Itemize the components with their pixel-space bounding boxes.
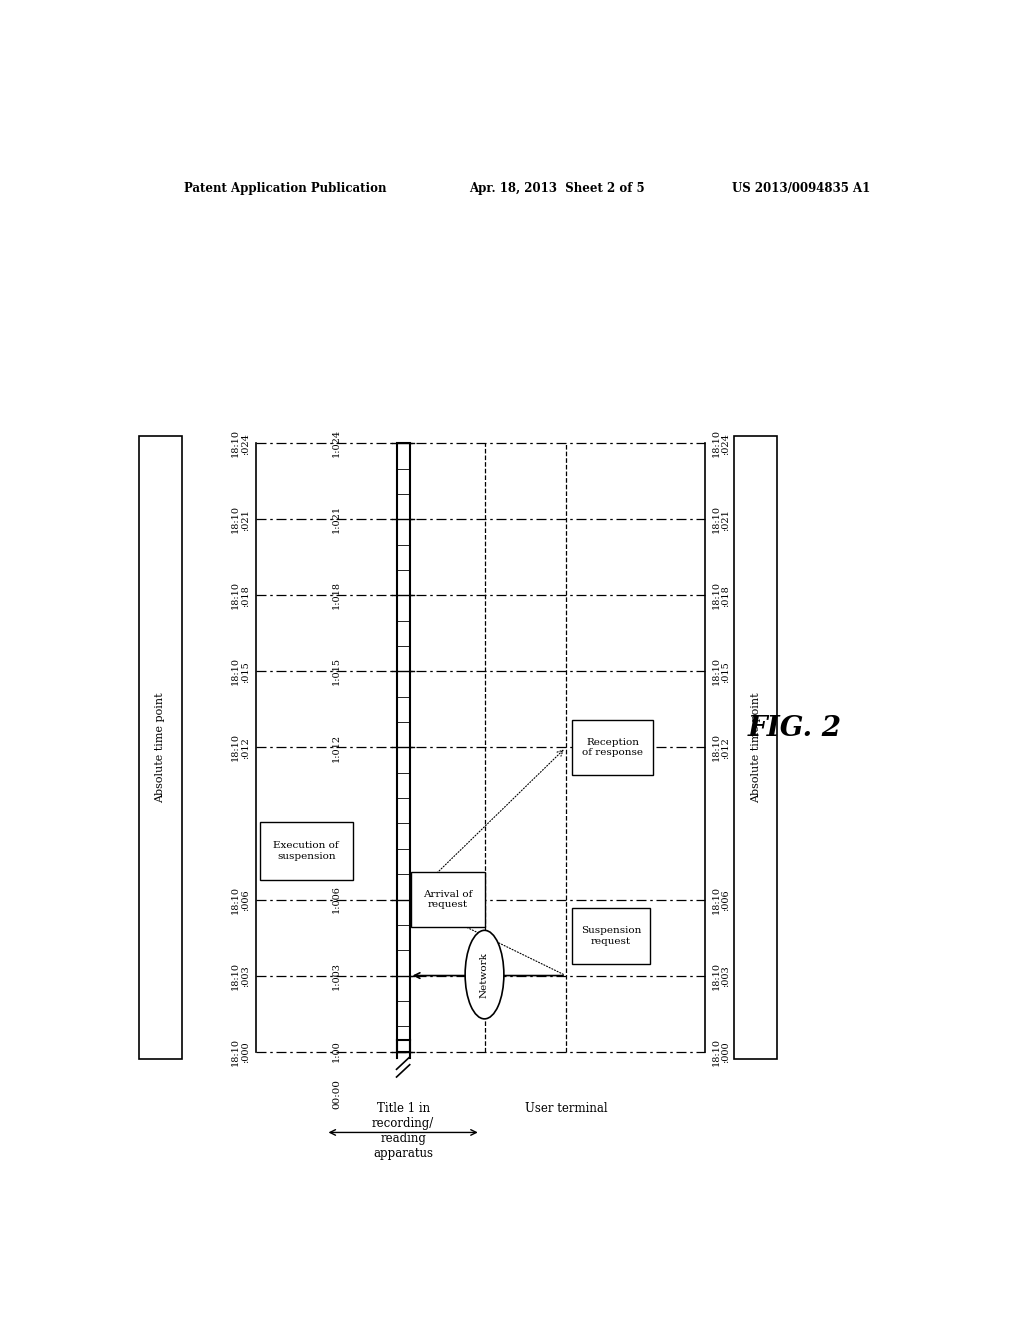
Text: 18:10
:006: 18:10 :006 xyxy=(231,886,250,913)
Bar xyxy=(572,908,649,964)
Text: Reception
of response: Reception of response xyxy=(583,738,643,758)
Text: FIG. 2: FIG. 2 xyxy=(748,714,842,742)
Text: 18:10
:000: 18:10 :000 xyxy=(712,1038,730,1065)
Text: 1:024: 1:024 xyxy=(332,429,341,457)
Text: 18:10
:021: 18:10 :021 xyxy=(712,506,730,533)
Text: Apr. 18, 2013  Sheet 2 of 5: Apr. 18, 2013 Sheet 2 of 5 xyxy=(469,182,645,194)
Text: 18:10
:015: 18:10 :015 xyxy=(712,657,730,685)
Text: 18:10
:012: 18:10 :012 xyxy=(712,734,730,762)
Text: Title 1 in
recording/
reading
apparatus: Title 1 in recording/ reading apparatus xyxy=(372,1102,434,1160)
Bar xyxy=(260,822,352,879)
Bar xyxy=(572,719,653,775)
Text: Arrival of
request: Arrival of request xyxy=(423,890,473,909)
Text: 00:00: 00:00 xyxy=(332,1078,341,1109)
Text: User terminal: User terminal xyxy=(524,1102,607,1114)
Text: 18:10
:024: 18:10 :024 xyxy=(712,429,730,457)
Text: Suspension
request: Suspension request xyxy=(581,927,641,945)
Text: 18:10
:000: 18:10 :000 xyxy=(231,1038,250,1065)
Bar xyxy=(412,871,485,927)
Text: 18:10
:018: 18:10 :018 xyxy=(231,581,250,610)
Text: 1:021: 1:021 xyxy=(332,506,341,533)
Bar xyxy=(396,444,410,1052)
Text: 18:10
:018: 18:10 :018 xyxy=(712,581,730,610)
Text: 1:015: 1:015 xyxy=(332,657,341,685)
Text: US 2013/0094835 A1: US 2013/0094835 A1 xyxy=(732,182,870,194)
Text: 18:10
:003: 18:10 :003 xyxy=(712,961,730,990)
Text: 1:012: 1:012 xyxy=(332,734,341,762)
Text: Execution of
suspension: Execution of suspension xyxy=(273,841,339,861)
Text: 1:018: 1:018 xyxy=(332,581,341,610)
Bar xyxy=(139,436,182,1059)
Text: 1:00: 1:00 xyxy=(332,1040,341,1063)
Text: 18:10
:021: 18:10 :021 xyxy=(231,506,250,533)
Text: 1:003: 1:003 xyxy=(332,961,341,990)
Text: Absolute time point: Absolute time point xyxy=(751,692,761,803)
Ellipse shape xyxy=(465,931,504,1019)
Text: 1:006: 1:006 xyxy=(332,886,341,913)
Text: Absolute time point: Absolute time point xyxy=(156,692,166,803)
Text: 18:10
:012: 18:10 :012 xyxy=(231,734,250,762)
Text: 18:10
:006: 18:10 :006 xyxy=(712,886,730,913)
Text: 18:10
:024: 18:10 :024 xyxy=(231,429,250,457)
Text: Patent Application Publication: Patent Application Publication xyxy=(183,182,386,194)
Text: 18:10
:015: 18:10 :015 xyxy=(231,657,250,685)
Text: 18:10
:003: 18:10 :003 xyxy=(231,961,250,990)
Bar xyxy=(734,436,777,1059)
Text: Network: Network xyxy=(480,952,489,998)
